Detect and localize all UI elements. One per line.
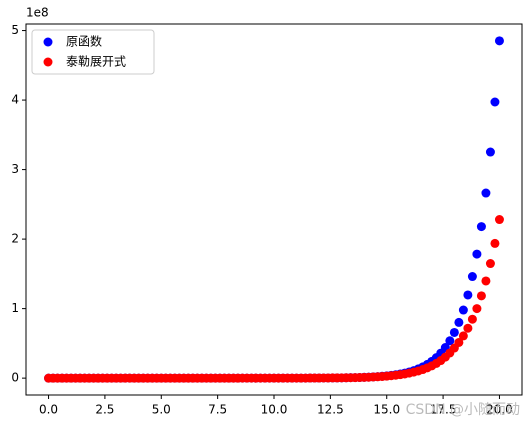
point bbox=[467, 314, 477, 324]
point bbox=[467, 272, 477, 282]
x-tick-label: 2.5 bbox=[95, 403, 114, 417]
point bbox=[454, 317, 464, 327]
point bbox=[481, 188, 491, 198]
point bbox=[481, 276, 491, 286]
point bbox=[476, 291, 486, 301]
point bbox=[463, 323, 473, 333]
x-tick-label: 12.5 bbox=[317, 403, 344, 417]
point bbox=[476, 222, 486, 232]
y-tick-label: 1 bbox=[11, 301, 19, 315]
point bbox=[445, 336, 455, 346]
y-tick-label: 5 bbox=[11, 23, 19, 37]
y-tick-label: 4 bbox=[11, 93, 19, 107]
y-tick-label: 3 bbox=[11, 162, 19, 176]
y-tick-label: 0 bbox=[11, 371, 19, 385]
point bbox=[490, 97, 500, 107]
watermark: CSDN @小随而动 bbox=[406, 402, 520, 418]
x-tick-label: 20.0 bbox=[486, 403, 513, 417]
legend-marker bbox=[43, 37, 53, 47]
legend-label: 泰勒展开式 bbox=[66, 55, 126, 69]
x-tick-label: 10.0 bbox=[261, 403, 288, 417]
legend-label: 原函数 bbox=[66, 34, 102, 49]
y-tick-label: 2 bbox=[11, 232, 19, 246]
point bbox=[449, 327, 459, 337]
x-tick-label: 7.5 bbox=[208, 403, 227, 417]
point bbox=[454, 337, 464, 347]
point bbox=[472, 304, 482, 314]
legend-box bbox=[31, 29, 155, 75]
point bbox=[458, 305, 468, 315]
offset-label: 1e8 bbox=[26, 6, 49, 20]
x-tick-label: 5.0 bbox=[152, 403, 171, 417]
point bbox=[472, 249, 482, 259]
point bbox=[463, 290, 473, 300]
legend-marker bbox=[43, 57, 53, 67]
x-tick-label: 0.0 bbox=[39, 403, 58, 417]
point bbox=[485, 147, 495, 157]
point bbox=[490, 238, 500, 248]
point bbox=[494, 36, 504, 46]
plot-frame bbox=[25, 23, 523, 396]
point bbox=[458, 331, 468, 341]
x-tick-label: 17.5 bbox=[430, 403, 457, 417]
x-tick-label: 15.0 bbox=[373, 403, 400, 417]
point bbox=[485, 259, 495, 269]
point bbox=[494, 215, 504, 225]
